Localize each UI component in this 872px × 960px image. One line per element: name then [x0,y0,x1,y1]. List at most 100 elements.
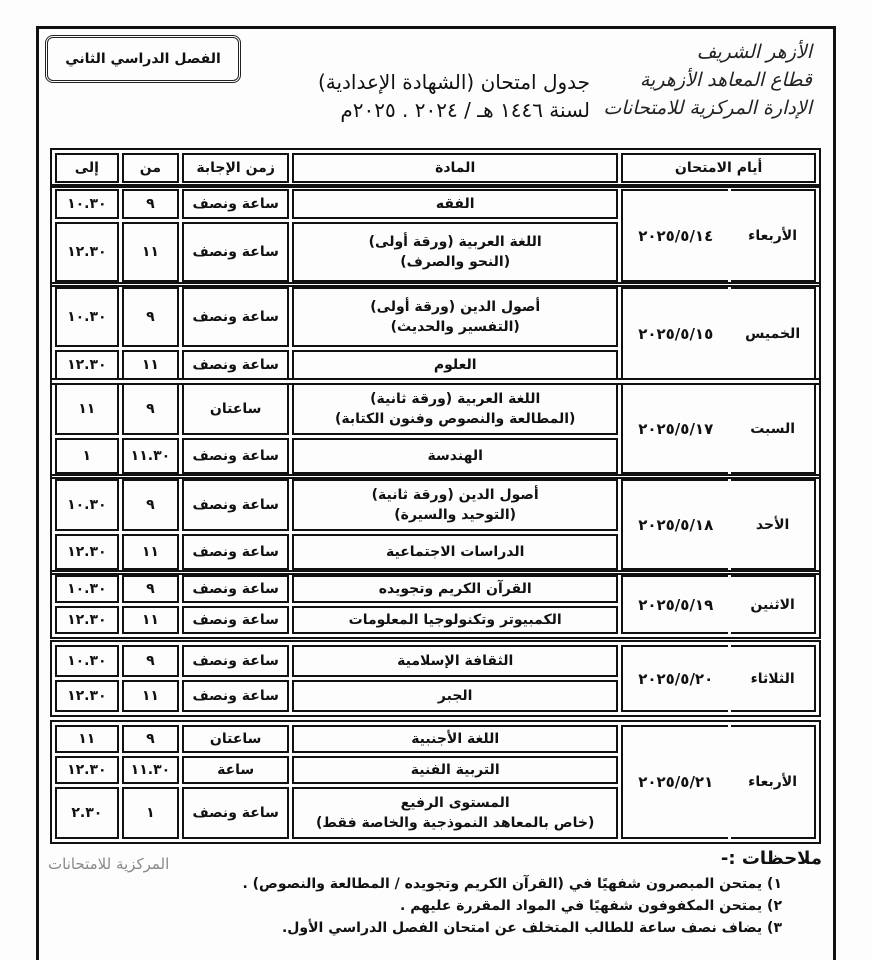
to-cell: ١٢.٣٠ [55,534,119,570]
subject-cell: الدراسات الاجتماعية [292,534,619,570]
table-row: الهندسة ساعة ونصف ١١.٣٠ ١ [55,438,816,474]
table-row: الجبر ساعة ونصف ١١ ١٢.٣٠ [55,680,816,712]
subject-line: أصول الدين (ورقة أولى) [370,299,541,315]
subject-cell: الثقافة الإسلامية [292,645,619,677]
day-cell: الأحد [731,479,816,570]
to-cell: ١٢.٣٠ [55,350,119,380]
to-cell: ١٠.٣٠ [55,189,119,219]
col-header: أيام الامتحان [621,153,816,183]
subject-cell: الجبر [292,680,619,712]
subject-line: (خاص بالمعاهد النموذجية والخاصة فقط) [316,815,595,831]
day-cell: الاثنين [731,575,816,634]
date-cell: ٢٠٢٥/٥/١٧ [621,383,729,474]
subject-cell: الكمبيوتر وتكنولوجيا المعلومات [292,606,619,634]
to-cell: ٢.٣٠ [55,787,119,839]
to-cell: ١٢.٣٠ [55,222,119,282]
subject-cell: اللغة العربية (ورقة ثانية) (المطالعة والن… [292,383,619,435]
table-row: الثلاثاء ٢٠٢٥/٥/٢٠ الثقافة الإسلامية ساعة و… [55,645,816,712]
from-cell: ٩ [121,645,180,677]
duration-cell: ساعة ونصف [182,438,290,474]
subject-cell: أصول الدين (ورقة ثانية) (التوحيد والسيرة) [292,479,619,531]
subject-line: الهندسة [427,448,483,464]
from-cell: ١ [121,787,180,839]
day-cell: الخميس [731,287,816,380]
from-cell: ١١ [121,680,180,712]
notes-title: ملاحظات :- [720,848,822,869]
to-cell: ١٠.٣٠ [55,479,119,531]
col-header: من [121,153,180,183]
from-cell: ٩ [121,287,180,347]
day-group: الأربعاء ٢٠٢٥/٥/١٤ الفقه ساعة ونصف ٩ ١٠.٣٠ الل… [50,184,821,287]
day-cell: السبت [731,383,816,474]
col-header: المادة [292,153,619,183]
note-item: ٢) يمتحن المكفوفون شفهيًا في المواد المق… [400,898,782,914]
from-cell: ١١.٣٠ [121,756,180,784]
day-group: السبت ٢٠٢٥/٥/١٧ اللغة العربية (ورقة ثانية)… [50,378,821,479]
to-cell: ١٢.٣٠ [55,606,119,634]
duration-cell: ساعة ونصف [182,534,290,570]
subject-line: أصول الدين (ورقة ثانية) [371,487,539,503]
date-cell: ٢٠٢٥/٥/١٨ [621,479,729,570]
duration-cell: ساعة ونصف [182,222,290,282]
table-row: الأحد ٢٠٢٥/٥/١٨ أصول الدين (ورقة ثانية) (ال… [55,479,816,570]
to-cell: ١٠.٣٠ [55,645,119,677]
duration-cell: ساعتان [182,725,290,753]
duration-cell: ساعتان [182,383,290,435]
date-cell: ٢٠٢٥/٥/١٩ [621,575,729,634]
duration-cell: ساعة ونصف [182,606,290,634]
subject-cell: القرآن الكريم وتجويده [292,575,619,603]
subject-cell: اللغة الأجنبية [292,725,619,753]
table-row: الأربعاء ٢٠٢٥/٥/٢١ اللغة الأجنبية ساعتان ٩ ١١ [55,725,816,839]
subject-line: الجبر [437,688,473,704]
to-cell: ١٢.٣٠ [55,680,119,712]
from-cell: ١١ [121,606,180,634]
table-row: الكمبيوتر وتكنولوجيا المعلومات ساعة ونصف ١… [55,606,816,634]
to-cell: ١١ [55,725,119,753]
subject-cell: أصول الدين (ورقة أولى) (التفسير والحديث) [292,287,619,347]
to-cell: ١ [55,438,119,474]
notes-section: ملاحظات :- ١) يمتحن المبصرون شفهيًا في (… [42,848,822,939]
subject-cell: المستوى الرفيع (خاص بالمعاهد النموذجية وا… [292,787,619,839]
day-cell: الثلاثاء [731,645,816,712]
duration-cell: ساعة [182,756,290,784]
from-cell: ١١.٣٠ [121,438,180,474]
duration-cell: ساعة ونصف [182,680,290,712]
subject-line: المستوى الرفيع [400,795,510,811]
date-cell: ٢٠٢٥/٥/٢١ [621,725,729,839]
to-cell: ١١ [55,383,119,435]
table-row: اللغة العربية (ورقة أولى) (النحو والصرف) س… [55,222,816,282]
day-group: الأحد ٢٠٢٥/٥/١٨ أصول الدين (ورقة ثانية) (ال… [50,474,821,575]
col-header: إلى [55,153,119,183]
logo-line: قطاع المعاهد الأزهرية [639,69,812,91]
from-cell: ١١ [121,534,180,570]
duration-cell: ساعة ونصف [182,287,290,347]
day-group: الخميس ٢٠٢٥/٥/١٥ أصول الدين (ورقة أولى) (ال… [50,282,821,385]
date-cell: ٢٠٢٥/٥/١٥ [621,287,729,380]
subtitle-line: لسنة ١٤٤٦ هـ / ٢٠٢٤ . ٢٠٢٥م [340,98,590,122]
day-cell: الأربعاء [731,725,816,839]
note-item: ٣) يضاف نصف ساعة للطالب المتخلف عن امتحا… [281,920,782,936]
table-row: الدراسات الاجتماعية ساعة ونصف ١١ ١٢.٣٠ [55,534,816,570]
to-cell: ١٠.٣٠ [55,287,119,347]
duration-cell: ساعة ونصف [182,350,290,380]
duration-cell: ساعة ونصف [182,575,290,603]
subject-line: الكمبيوتر وتكنولوجيا المعلومات [348,612,562,628]
date-cell: ٢٠٢٥/٥/٢٠ [621,645,729,712]
subject-cell: الهندسة [292,438,619,474]
subject-line: الدراسات الاجتماعية [385,544,525,560]
logo-line: الإدارة المركزية للامتحانات [603,97,812,119]
table-row: الاثنين ٢٠٢٥/٥/١٩ القرآن الكريم وتجويده ساع… [55,575,816,634]
subject-cell: التربية الفنية [292,756,619,784]
from-cell: ١١ [121,222,180,282]
from-cell: ٩ [121,725,180,753]
table-row: السبت ٢٠٢٥/٥/١٧ اللغة العربية (ورقة ثانية)… [55,383,816,474]
subject-line: (التوحيد والسيرة) [394,507,517,523]
page-border [36,26,836,960]
azhar-logo: الأزهر الشريف قطاع المعاهد الأزهرية الإد… [592,38,812,122]
subject-line: الفقه [435,196,475,212]
duration-cell: ساعة ونصف [182,645,290,677]
subject-line: (التفسير والحديث) [390,319,520,335]
to-cell: ١٠.٣٠ [55,575,119,603]
from-cell: ٩ [121,479,180,531]
